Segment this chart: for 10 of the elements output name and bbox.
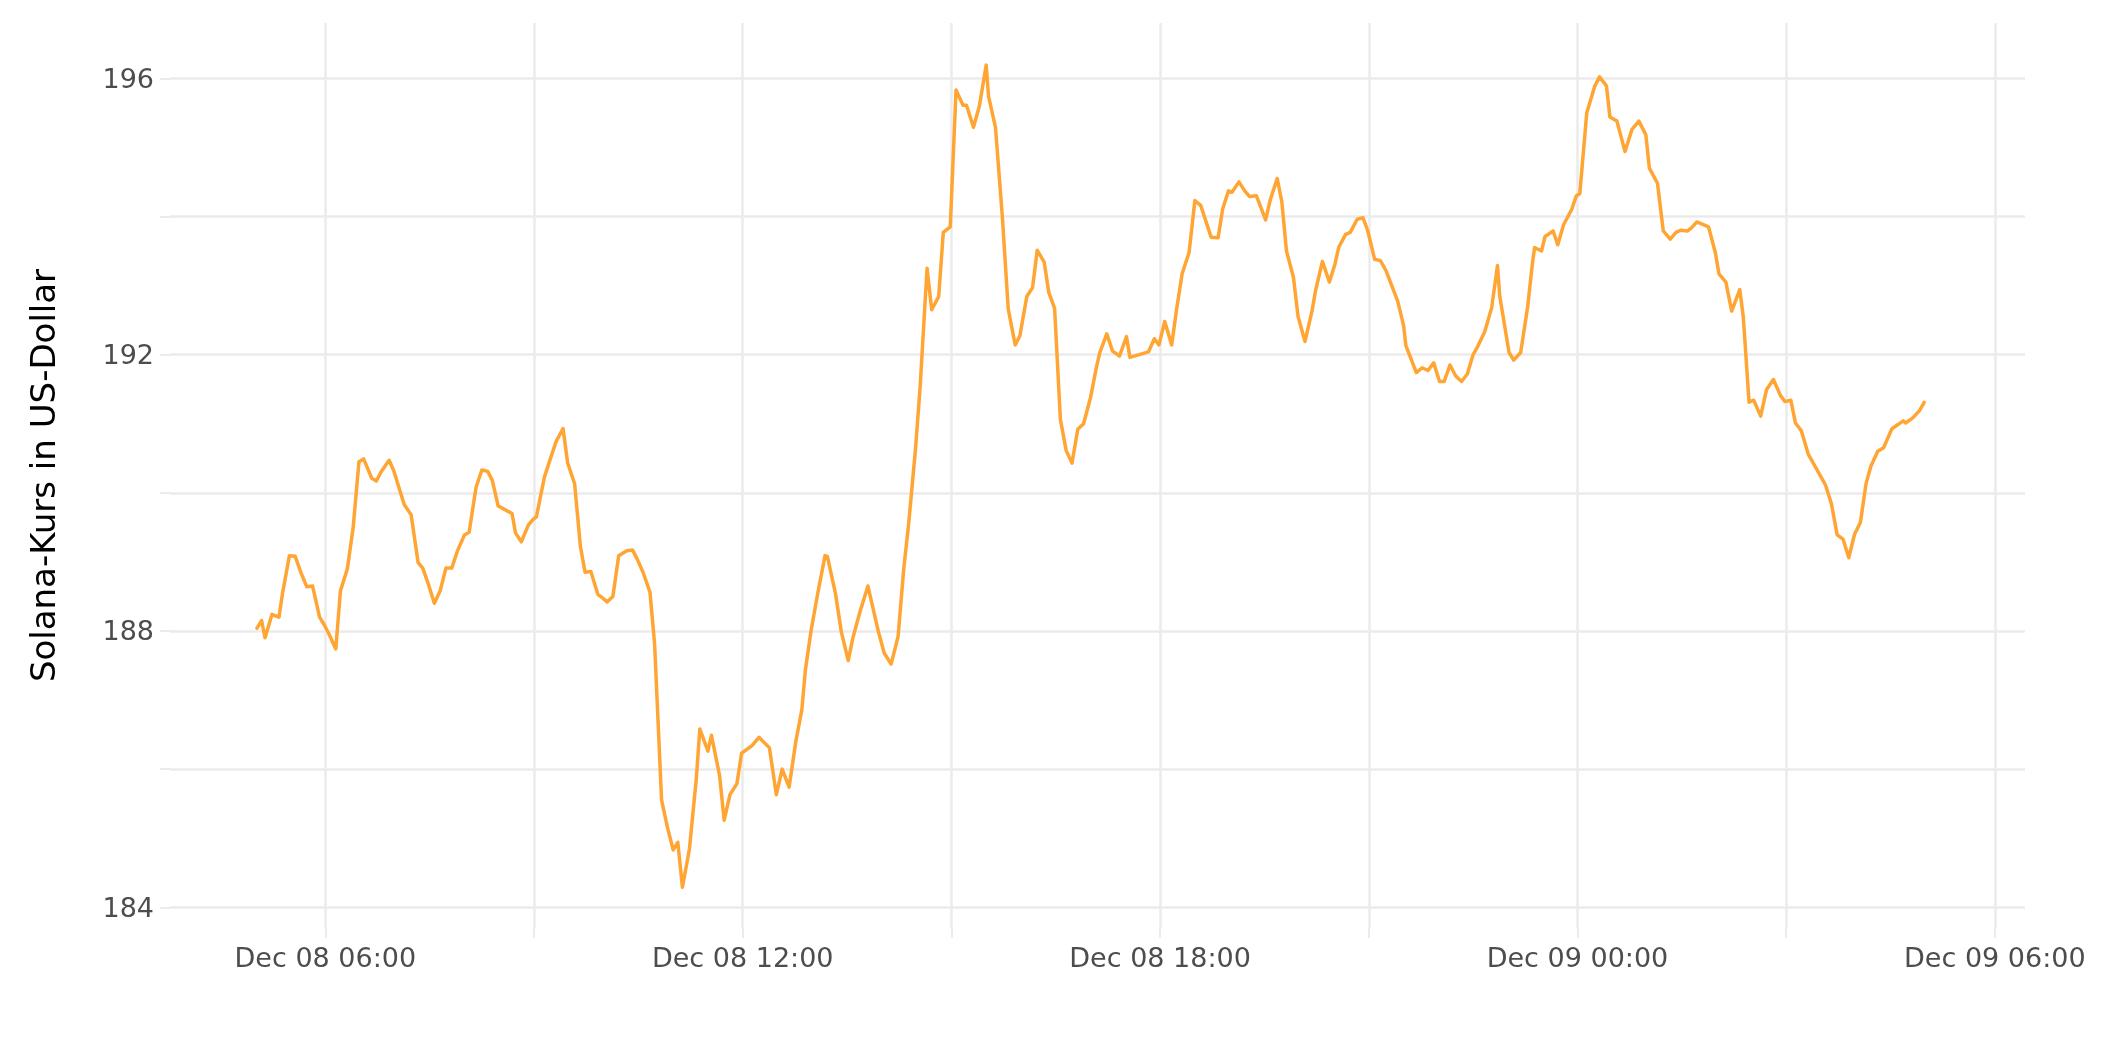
x-tick-label: Dec 09 06:00: [1904, 942, 2086, 973]
y-axis-title: Solana-Kurs in US-Dollar: [23, 268, 63, 683]
x-tick-label: Dec 09 00:00: [1486, 942, 1669, 973]
x-tick-label: Dec 08 06:00: [234, 942, 417, 973]
x-tick-label: Dec 08 12:00: [651, 942, 834, 973]
x-tick-label: Dec 08 18:00: [1069, 942, 1251, 973]
y-tick-label: 184: [102, 891, 154, 923]
y-tick-label: 192: [102, 339, 154, 371]
y-tick-label: 188: [102, 615, 154, 647]
y-tick-label: 196: [102, 62, 154, 94]
